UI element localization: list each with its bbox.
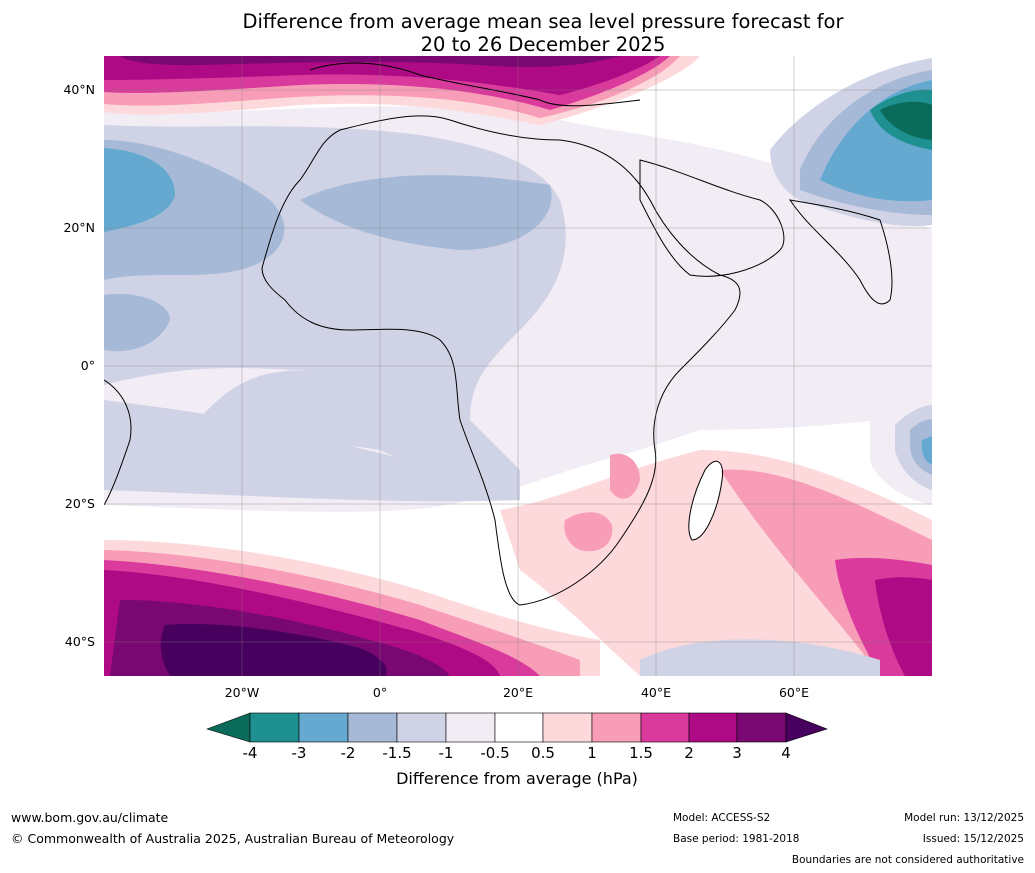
south-america-outline [104,379,132,506]
anomaly-region-north-pos3 [120,56,620,67]
colorbar-tick-label: 1.5 [629,744,653,762]
colorbar-swatch-3 [347,712,398,743]
colorbar-tick-label: 1 [587,744,597,762]
lat-label-20n: 20°N [63,220,95,235]
arabia-outline [639,159,785,277]
anomaly-region-neg1-south [104,400,520,502]
colorbar-tick-label: -1.5 [382,744,412,762]
colorbar-tick-label: 3 [732,744,742,762]
lat-label-40n: 40°N [63,82,95,97]
anomaly-region-se-neg15 [910,419,932,475]
anomaly-region-south-neg [640,639,880,676]
colorbar-swatch-4 [396,712,447,743]
latitude-labels: 40°N 20°N 0° 20°S 40°S [63,82,95,649]
lat-label-20s: 20°S [65,496,95,511]
anomaly-region-sa-pos1 [564,512,613,552]
anomaly-region-neg15-c [104,293,170,352]
map-title-line2: 20 to 26 December 2025 [420,33,666,56]
colorbar-tick-label: -1 [438,744,454,762]
lat-label-0: 0° [81,358,95,373]
lon-label-0: 0° [373,685,387,700]
map-title: Difference from average mean sea level p… [103,10,983,56]
colorbar-swatch-1 [249,712,300,743]
colorbar-tick-label: -2 [340,744,356,762]
europe-outline [309,62,641,107]
madagascar-outline [688,460,724,541]
colorbar-tick-label: -3 [291,744,307,762]
colorbar-tick-label: 0.5 [531,744,555,762]
lon-label-20w: 20°W [225,685,260,700]
colorbar-swatch-7 [542,712,593,743]
footer-base-period: Base period: 1981-2018 [673,833,800,845]
longitude-labels: 20°W 0° 20°E 40°E 60°E [225,685,809,700]
colorbar-swatch-2 [298,712,349,743]
footer-model-run: Model run: 13/12/2025 [904,812,1024,824]
india-outline [788,199,893,305]
lon-label-20e: 20°E [503,685,533,700]
colorbar-tick-label: 4 [781,744,791,762]
anomaly-region-neg15-b [300,175,552,250]
lat-label-40s: 40°S [65,634,95,649]
anomaly-region-ne-neg4 [880,101,932,140]
anomaly-region-sio-pos2 [875,577,932,676]
anomaly-region-neg2 [104,148,175,232]
colorbar-extend-high [785,712,828,743]
colorbar-title: Difference from average (hPa) [396,769,638,788]
graticule [104,56,932,676]
colorbar-tick-label: -4 [242,744,258,762]
colorbar-swatch-11 [736,712,787,743]
anomaly-region-se-neg2 [921,436,932,465]
colorbar-tick-label: -0.5 [480,744,510,762]
map-title-line1: Difference from average mean sea level p… [242,10,844,33]
colorbar-swatch-6 [494,712,544,743]
footer-website: www.bom.gov.au/climate [11,810,169,825]
colorbar-swatch-8 [591,712,642,743]
colorbar [206,712,828,743]
footer-boundaries: Boundaries are not considered authoritat… [791,854,1024,866]
africa-coastline [261,115,741,606]
lon-label-40e: 40°E [641,685,671,700]
anomaly-region-south-pos4 [160,624,387,676]
anomaly-region-sa-pos1-b [610,453,640,499]
colorbar-tick-label: 2 [684,744,694,762]
colorbar-swatch-10 [688,712,738,743]
footer-model: Model: ACCESS-S2 [673,812,771,824]
lon-label-60e: 60°E [779,685,809,700]
footer-issued: Issued: 15/12/2025 [922,833,1024,845]
footer-copyright: © Commonwealth of Australia 2025, Austra… [11,831,455,846]
colorbar-swatch-9 [640,712,690,743]
colorbar-swatch-5 [445,712,496,743]
colorbar-extend-low [206,712,251,743]
